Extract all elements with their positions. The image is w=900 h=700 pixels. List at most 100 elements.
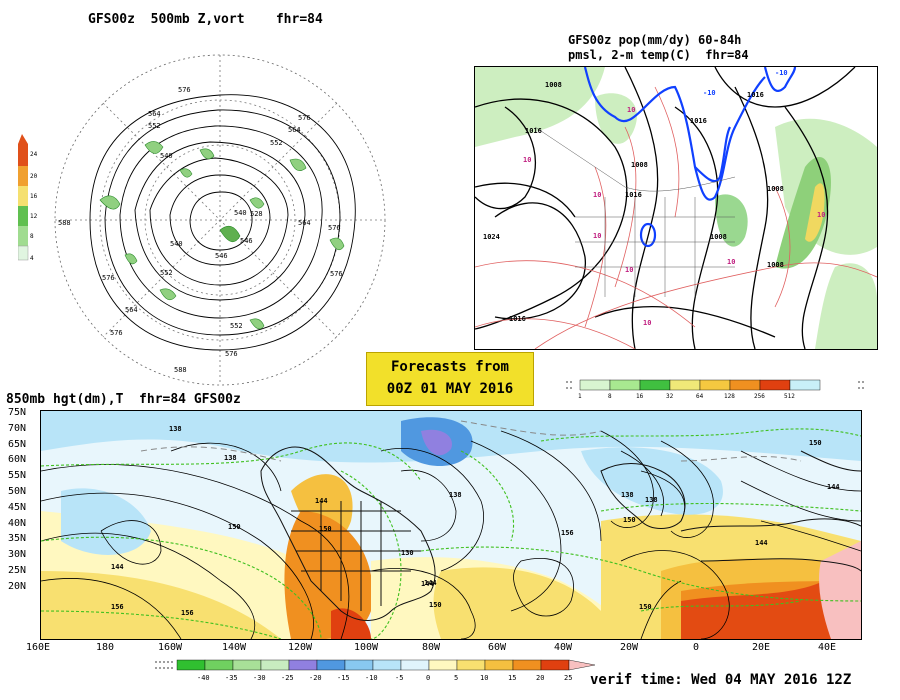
legend-swatch [232,659,262,671]
precip-tick: 16 [636,393,644,400]
height-label: 144 [827,483,840,491]
na-pressure-label: 1008 [710,233,727,241]
polar-contour-label: 552 [148,122,161,130]
height-label: 130 [401,549,414,557]
legend-swatch [729,379,761,391]
legend-swatch [759,379,791,391]
lon-tick: 20W [620,642,639,653]
height-label: 144 [111,563,124,571]
legend-swatch [176,659,206,671]
legend-arrow-icon [568,659,595,671]
lat-tick: 50N [8,485,27,497]
polar-contour-label: 552 [270,139,283,147]
na-temp-label: 10 [593,232,601,240]
lon-tick: 80W [422,642,441,653]
legend-swatch [288,659,318,671]
temp-tick: -5 [395,674,403,682]
lat-tick: 55N [8,470,27,482]
temp-tick: -10 [365,674,378,682]
na-panel-title-line1: GFS00z pop(mm/dy) 60-84h [568,33,742,47]
precip-tick: 8 [608,393,612,400]
polar-contour-label: 576 [110,329,123,337]
na-pressure-label: 1016 [625,191,642,199]
polar-contour-label: 576 [178,86,191,94]
na-temp-label: 10 [625,266,633,274]
na-temp-label: -10 [703,89,716,97]
temp-tick: -15 [337,674,350,682]
lon-tick: 180 [96,642,115,653]
legend-swatch [18,226,28,246]
polar-contour-label: 576 [225,350,238,358]
na-panel-title-line2: pmsl, 2-m temp(C) fhr=84 [568,48,749,62]
na-pressure-label: 1016 [525,127,542,135]
na-temp-label: 10 [523,156,531,164]
legend-swatch [344,659,374,671]
legend-swatch [18,166,28,186]
lon-tick: 40W [554,642,573,653]
temp-tick: -25 [281,674,294,682]
lon-tick: 60W [488,642,507,653]
lon-tick: 20E [752,642,771,653]
vort-tick: 24 [30,151,38,158]
temp-tick: 10 [480,674,488,682]
height-label: 150 [809,439,822,447]
legend-swatch [316,659,346,671]
legend-swatch [609,379,641,391]
lon-tick: 40E [818,642,837,653]
legend-swatch [18,206,28,226]
lat-tick: 70N [8,422,27,434]
height-label: 156 [561,529,574,537]
temp-tick: 5 [454,674,458,682]
lat-tick: 45N [8,501,27,513]
vorticity-legend: 24 20 16 12 8 4 [18,134,38,262]
height-label: 144 [424,579,437,587]
lat-tick: 40N [8,517,27,529]
legend-swatch [699,379,731,391]
legend-swatch [400,659,430,671]
polar-contour-label: 540 [160,152,173,160]
temp-tick: -20 [309,674,322,682]
polar-contour-label: 576 [330,270,343,278]
precip-tick: 256 [754,393,765,400]
legend-swatch [18,144,28,166]
temp-tick: 25 [564,674,572,682]
legend-swatch [512,659,542,671]
na-temp-label: 10 [593,191,601,199]
polar-contour-label: 564 [148,110,161,118]
height-label: 144 [315,497,328,505]
lat-tick: 60N [8,454,27,466]
polar-contour-label: 552 [160,269,173,277]
na-pressure-label: 1016 [747,91,764,99]
legend-swatch [428,659,458,671]
polar-panel-title: GFS00z 500mb Z,vort fhr=84 [88,12,323,27]
height-label: 138 [449,491,462,499]
na-temp-label: 10 [643,319,651,327]
na-pressure-label: 1016 [509,315,526,323]
polar-contour-label: 540 [234,209,247,217]
temp-tick: 15 [508,674,516,682]
height-label: 144 [755,539,768,547]
temp-tick: 20 [536,674,544,682]
legend-swatch [789,379,821,391]
polar-contour-label: 588 [58,219,71,227]
na-pressure-label: 1008 [767,185,784,193]
polar-contour-label: 546 [240,237,253,245]
temp-tick: 0 [426,674,430,682]
height-label: 150 [319,525,332,533]
na-temp-label: -10 [775,69,788,77]
precip-tick: 64 [696,393,704,400]
vort-tick: 4 [30,255,34,262]
polar-contour-label: 564 [298,219,311,227]
legend-swatch [639,379,671,391]
temp-tick: -35 [225,674,238,682]
temp-tick: -40 [197,674,210,682]
height-label: 150 [623,516,636,524]
legend-swatch [456,659,486,671]
polar-contour-label: 576 [328,224,341,232]
polar-contour-label: 540 [170,240,183,248]
legend-swatch [579,379,611,391]
legend-swatch [204,659,234,671]
polar-contour-label: 528 [250,210,263,218]
lon-tick: 160W [158,642,183,653]
na-pressure-label: 1008 [767,261,784,269]
